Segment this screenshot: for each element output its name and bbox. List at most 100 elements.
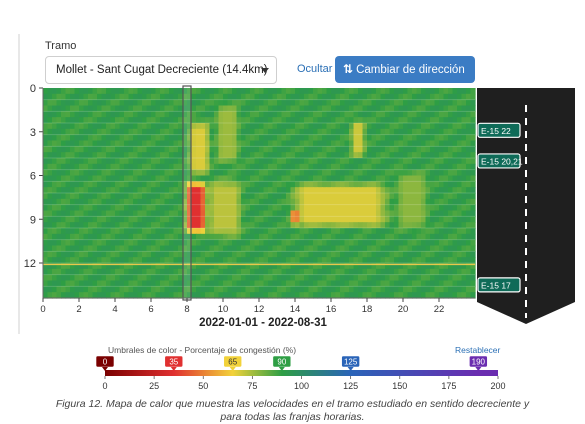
heatmap-cell bbox=[326, 286, 332, 293]
heatmap-cell bbox=[187, 117, 193, 124]
heatmap-cell bbox=[254, 245, 260, 252]
heatmap-cell bbox=[358, 257, 364, 264]
heatmap-cell bbox=[470, 123, 476, 130]
heatmap-cell bbox=[470, 187, 476, 194]
heatmap-cell bbox=[362, 245, 368, 252]
heatmap-cell bbox=[232, 257, 238, 264]
heatmap-cell bbox=[70, 140, 76, 147]
heatmap-cell bbox=[376, 99, 382, 107]
heatmap-cell bbox=[416, 134, 422, 142]
heatmap-cell bbox=[362, 198, 368, 206]
heatmap-cell bbox=[331, 88, 337, 95]
heatmap-cell bbox=[137, 123, 143, 130]
heatmap-cell bbox=[448, 88, 454, 95]
heatmap-cell bbox=[416, 245, 422, 252]
heatmap-cell bbox=[362, 257, 368, 264]
heatmap-cell bbox=[371, 123, 377, 130]
heatmap-cell bbox=[133, 286, 139, 293]
heatmap-cell bbox=[466, 105, 472, 112]
heatmap-cell bbox=[281, 228, 287, 235]
heatmap-cell bbox=[218, 216, 224, 223]
heatmap-cell bbox=[263, 193, 269, 200]
heatmap-cell bbox=[214, 210, 220, 217]
heatmap-cell bbox=[164, 105, 170, 112]
heatmap-cell bbox=[43, 228, 49, 235]
heatmap-cell bbox=[236, 123, 242, 130]
heatmap-cell bbox=[403, 286, 409, 293]
heatmap-cell bbox=[407, 117, 413, 124]
heatmap-cell bbox=[466, 228, 472, 235]
heatmap-cell bbox=[461, 134, 467, 142]
heatmap-cell bbox=[439, 204, 445, 212]
heatmap-cell bbox=[70, 187, 76, 194]
heatmap-cell bbox=[452, 268, 458, 276]
change-direction-button[interactable]: ⇅ Cambiar de dirección bbox=[335, 56, 475, 83]
heatmap-cell bbox=[83, 292, 89, 299]
heatmap-cell bbox=[259, 158, 265, 165]
heatmap-cell bbox=[317, 88, 323, 95]
heatmap-cell bbox=[56, 268, 62, 276]
heatmap-cell bbox=[443, 257, 449, 264]
heatmap-cell bbox=[115, 140, 121, 147]
heatmap-cell bbox=[295, 228, 301, 235]
heatmap-cell bbox=[56, 239, 62, 247]
heatmap-cell bbox=[52, 158, 58, 165]
heatmap-cell bbox=[394, 105, 400, 112]
heatmap-cell bbox=[209, 158, 215, 165]
heatmap-cell bbox=[155, 163, 161, 171]
heatmap-cell bbox=[353, 99, 359, 107]
heatmap-cell bbox=[250, 88, 256, 95]
heatmap-cell bbox=[119, 99, 125, 107]
heatmap-cell bbox=[403, 181, 409, 188]
heatmap-cell bbox=[290, 134, 296, 142]
heatmap-cell bbox=[79, 140, 85, 147]
heatmap-cell bbox=[268, 175, 274, 182]
heatmap-cell bbox=[326, 263, 332, 270]
heatmap-cell bbox=[466, 163, 472, 171]
heatmap-cell bbox=[434, 134, 440, 142]
heatmap-cell bbox=[56, 216, 62, 223]
heatmap-cell bbox=[286, 140, 292, 147]
heatmap-cell bbox=[227, 187, 233, 194]
heatmap-cell bbox=[313, 263, 319, 270]
heatmap-cell bbox=[443, 292, 449, 299]
heatmap-cell bbox=[412, 128, 418, 136]
heatmap-cell bbox=[133, 163, 139, 171]
heatmap-cell bbox=[277, 146, 283, 153]
tramo-select[interactable]: Mollet - Sant Cugat Decreciente (14.4km) bbox=[45, 56, 277, 84]
heatmap-cell bbox=[371, 111, 377, 118]
heatmap-cell bbox=[376, 163, 382, 171]
heatmap-cell bbox=[47, 251, 53, 258]
heatmap-cell bbox=[47, 228, 53, 235]
heatmap-cell bbox=[70, 123, 76, 130]
legend-reset-link[interactable]: Restablecer bbox=[455, 345, 501, 355]
heatmap-cell bbox=[110, 146, 116, 153]
heatmap-cell bbox=[308, 134, 314, 142]
heatmap-cell bbox=[245, 123, 251, 130]
heatmap-cell bbox=[47, 286, 53, 293]
heatmap-cell bbox=[362, 274, 368, 282]
heatmap-cell bbox=[295, 204, 301, 212]
heatmap-cell bbox=[146, 111, 152, 118]
heatmap-cell bbox=[349, 117, 355, 124]
heatmap-cell bbox=[124, 111, 130, 118]
heatmap-cell bbox=[254, 257, 260, 264]
heatmap-cell bbox=[245, 245, 251, 252]
y-tick-label: 9 bbox=[30, 214, 36, 226]
heatmap-cell bbox=[448, 245, 454, 252]
heatmap-cell bbox=[56, 198, 62, 206]
heatmap-cell bbox=[128, 280, 134, 287]
heatmap-cell bbox=[421, 233, 427, 241]
heatmap-cell bbox=[403, 146, 409, 153]
hide-link[interactable]: Ocultar bbox=[297, 63, 333, 75]
heatmap-cell bbox=[367, 210, 373, 217]
heatmap-cell bbox=[164, 163, 170, 171]
heatmap-cell bbox=[223, 175, 229, 182]
heatmap-cell bbox=[232, 245, 238, 252]
heatmap-cell bbox=[421, 228, 427, 235]
heatmap-cell bbox=[92, 99, 98, 107]
heatmap-cell bbox=[344, 181, 350, 188]
heatmap-cell bbox=[182, 140, 188, 147]
heatmap-cell bbox=[227, 233, 233, 241]
heatmap-cell bbox=[137, 117, 143, 124]
